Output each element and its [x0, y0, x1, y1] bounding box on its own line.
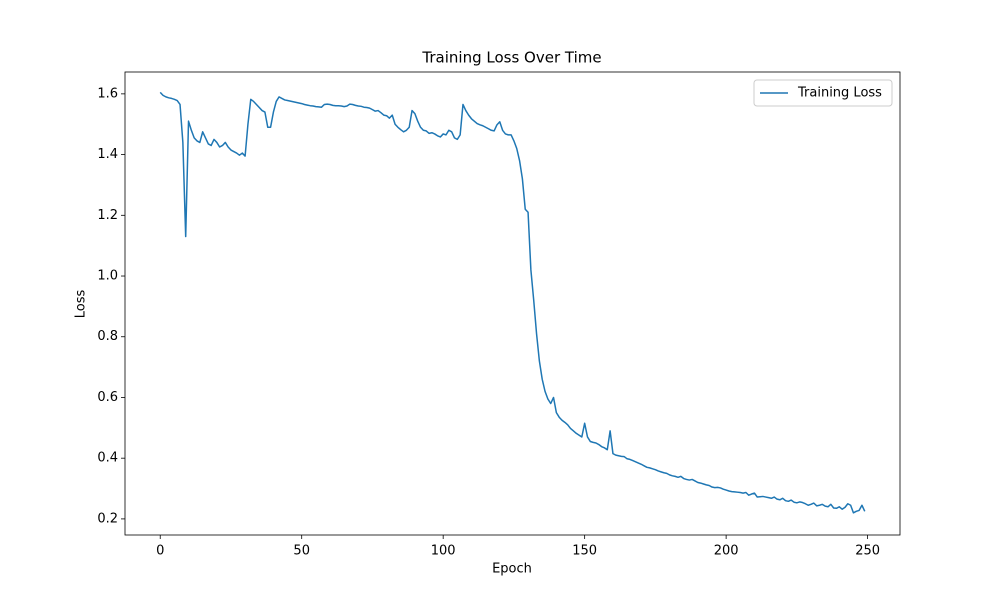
y-tick-label: 0.4 — [97, 451, 118, 466]
chart-title: Training Loss Over Time — [421, 49, 601, 67]
y-tick-label: 1.4 — [97, 147, 118, 162]
y-tick-label: 0.8 — [97, 329, 118, 344]
x-tick-label: 200 — [714, 544, 739, 559]
x-tick-label: 100 — [431, 544, 456, 559]
y-tick-label: 1.6 — [97, 86, 118, 101]
y-tick-label: 1.2 — [97, 208, 118, 223]
loss-line — [159, 91, 866, 514]
legend-box — [753, 79, 893, 107]
x-tick-label: 150 — [572, 544, 597, 559]
x-tick-label: 0 — [156, 544, 164, 559]
plot-frame — [124, 71, 901, 536]
y-axis-label: Loss — [74, 290, 89, 319]
x-tick-label: 250 — [855, 544, 880, 559]
y-tick-label: 1.0 — [97, 269, 118, 284]
x-tick-label: 50 — [293, 544, 310, 559]
legend-label: Training Loss — [797, 86, 882, 101]
x-axis-label: Epoch — [492, 562, 532, 577]
y-tick-label: 0.6 — [97, 390, 118, 405]
y-tick-label: 0.2 — [97, 511, 118, 526]
